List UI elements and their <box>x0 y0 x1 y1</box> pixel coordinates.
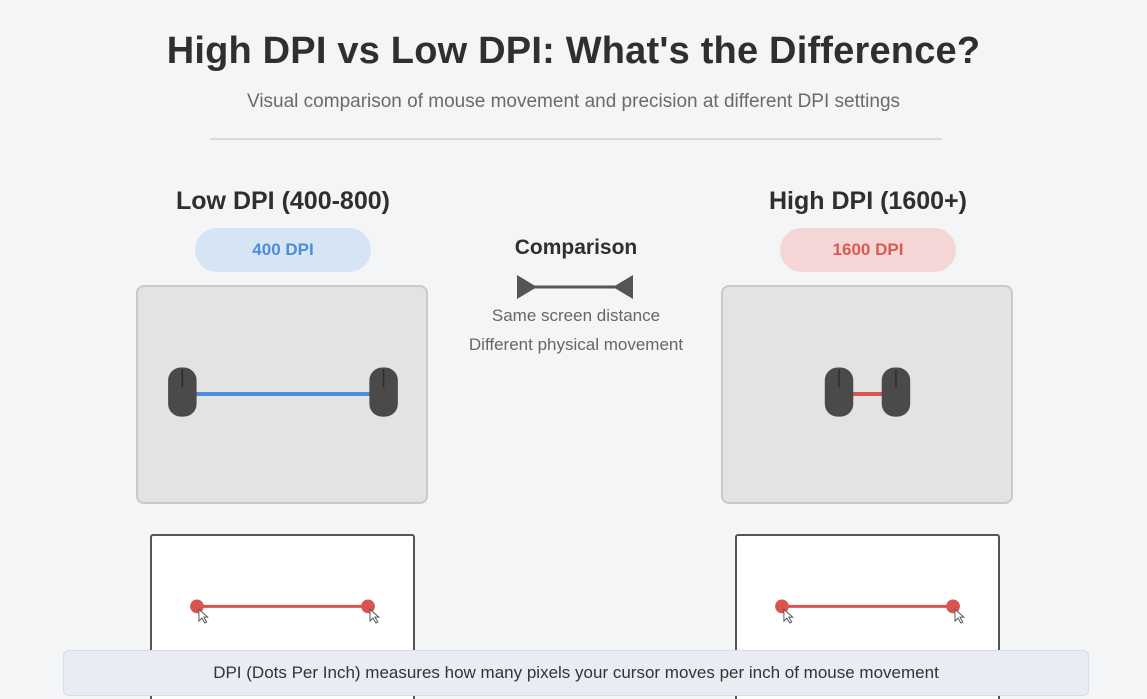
cursor-icon <box>954 608 966 624</box>
dpi-definition-text: DPI (Dots Per Inch) measures how many pi… <box>213 663 939 682</box>
high-dpi-mousepad <box>721 285 1013 504</box>
mouse-icon <box>824 367 854 417</box>
mouse-icon <box>168 367 197 417</box>
low-dpi-badge: 400 DPI <box>195 228 371 272</box>
page-title: High DPI vs Low DPI: What's the Differen… <box>166 30 981 72</box>
page-subtitle: Visual comparison of mouse movement and … <box>246 91 901 112</box>
low-dpi-mousepad <box>136 285 428 504</box>
high-dpi-heading: High DPI (1600+) <box>769 187 967 215</box>
mouse-icon <box>369 367 398 417</box>
high-dpi-badge: 1600 DPI <box>780 228 956 272</box>
end-dot <box>946 599 960 614</box>
double-arrow-icon <box>517 275 633 299</box>
cursor-icon <box>369 608 381 624</box>
comparison-note-physical: Different physical movement <box>468 335 684 354</box>
comparison-title: Comparison <box>514 236 638 259</box>
start-dot <box>775 599 789 614</box>
low-dpi-movement-diagram <box>168 367 398 417</box>
cursor-icon <box>198 608 209 624</box>
mouse-icon <box>881 367 911 417</box>
cursor-icon <box>783 608 794 624</box>
end-dot <box>361 599 375 614</box>
header-divider <box>210 138 942 140</box>
low-dpi-heading: Low DPI (400-800) <box>176 187 390 215</box>
high-dpi-cursor-diagram <box>775 599 966 624</box>
comparison-note-screen: Same screen distance <box>491 306 661 325</box>
start-dot <box>190 599 204 614</box>
high-dpi-movement-diagram <box>824 367 911 417</box>
low-dpi-cursor-diagram <box>190 599 381 624</box>
dpi-definition-footer: DPI (Dots Per Inch) measures how many pi… <box>63 650 1089 696</box>
